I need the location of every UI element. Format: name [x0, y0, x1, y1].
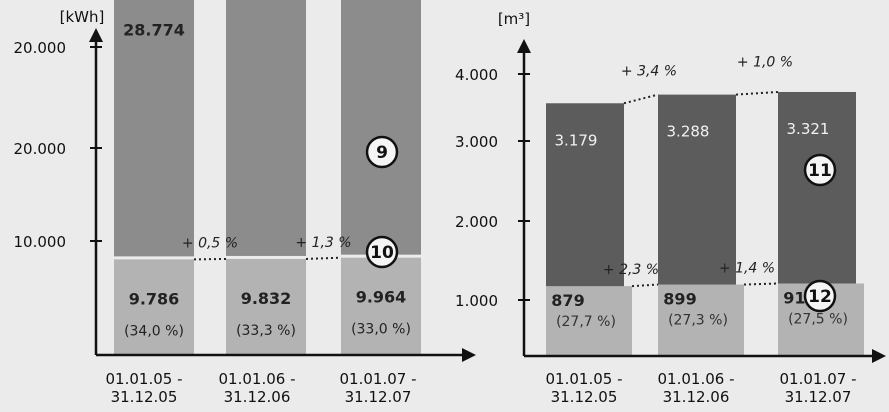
- change-connector: [743, 282, 779, 286]
- y-tick-label: 20.000: [14, 140, 67, 158]
- y-tick-label: 2.000: [455, 213, 498, 231]
- x-tick-label: 31.12.07: [785, 388, 852, 406]
- y-axis-arrow: [517, 39, 531, 53]
- chart-marker-circle: [365, 135, 399, 169]
- x-tick-label: 01.01.06 -: [658, 370, 735, 388]
- x-tick-label: 01.01.05 -: [546, 370, 623, 388]
- change-connector: [631, 283, 659, 288]
- chart-marker-label: 10: [370, 243, 394, 263]
- bar-share-label: (27,7 %): [556, 314, 616, 330]
- bar-value-label: 3.288: [667, 123, 710, 141]
- y-tick-label: 1.000: [455, 292, 498, 310]
- chart-marker-circle: [803, 279, 837, 313]
- change-percent-label: + 1,4 %: [719, 261, 775, 277]
- bar-share-label: (27,5 %): [788, 311, 848, 327]
- bar-segment-upper: [341, 0, 421, 255]
- y-tick-label: 10.000: [14, 233, 67, 251]
- chart-marker-circle: [365, 235, 399, 269]
- bar-share-label: (33,0 %): [351, 322, 411, 338]
- x-tick-label: 01.01.07 -: [780, 370, 857, 388]
- y-tick-label: 20.000: [14, 39, 67, 57]
- bar-value-label: 9.964: [356, 288, 407, 307]
- chart-marker-circle: [803, 153, 837, 187]
- bar-segment-lower: [226, 258, 306, 355]
- unit-label: [kWh]: [60, 8, 105, 26]
- bar-value-label: 3.321: [787, 120, 830, 138]
- bar-share-label: (33,3 %): [236, 323, 296, 339]
- bar-value-label: 28.774: [123, 20, 185, 39]
- x-tick-label: 31.12.05: [111, 388, 178, 406]
- chart-marker-label: 12: [808, 287, 832, 307]
- x-axis-arrow: [462, 348, 476, 362]
- x-tick-label: 31.12.05: [551, 388, 618, 406]
- change-connector: [735, 90, 779, 96]
- bar-segment-front: [546, 286, 632, 356]
- electricity-chart: 20.000 20.000 10.000 [kWh] 9.786 (34,0 %) 28.7…: [14, 0, 476, 406]
- chart-marker-label: 11: [808, 161, 832, 181]
- x-tick-label: 31.12.07: [345, 388, 412, 406]
- gas-chart: 4.000 3.000 2.000 1.000 [m³] 3.179 879 (27,7 %)…: [455, 10, 886, 406]
- change-percent-label: + 1,3 %: [295, 235, 351, 251]
- change-percent-label: + 3,4 %: [621, 63, 677, 79]
- bar-value-label: 879: [551, 291, 584, 310]
- unit-label: [m³]: [498, 10, 530, 28]
- bar-share-label: (34,0 %): [124, 323, 184, 339]
- y-tick-label: 3.000: [455, 133, 498, 151]
- bar-value-label: 3.179: [555, 131, 598, 149]
- y-axis-arrow: [89, 28, 103, 42]
- change-percent-label: + 1,0 %: [737, 55, 793, 71]
- bar-share-label: (27,3 %): [668, 313, 728, 329]
- x-tick-label: 31.12.06: [663, 388, 730, 406]
- x-axis-arrow: [872, 349, 886, 363]
- bar-segment-front: [658, 284, 744, 356]
- x-tick-label: 01.01.06 -: [219, 370, 296, 388]
- change-percent-label: + 2,3 %: [603, 262, 659, 278]
- bar-value-label: 9.786: [129, 289, 180, 308]
- bar-value-label: 9.832: [241, 289, 292, 308]
- y-tick-label: 4.000: [455, 66, 498, 84]
- change-connector: [623, 93, 659, 105]
- x-tick-label: 01.01.05 -: [106, 370, 183, 388]
- x-tick-label: 01.01.07 -: [340, 370, 417, 388]
- change-connector: [305, 256, 342, 260]
- change-percent-label: + 0,5 %: [182, 235, 238, 251]
- bar-segment-lower: [114, 259, 194, 355]
- bar-segment-upper: [226, 0, 306, 256]
- bar-segment-upper: [114, 0, 194, 257]
- chart-marker-label: 9: [376, 143, 388, 163]
- bar-segment-lower: [341, 257, 421, 355]
- bar-value-label: 899: [663, 290, 696, 309]
- x-tick-label: 31.12.06: [224, 388, 291, 406]
